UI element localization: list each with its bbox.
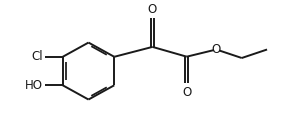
Text: O: O bbox=[212, 43, 221, 56]
Text: Cl: Cl bbox=[31, 50, 43, 63]
Text: O: O bbox=[148, 3, 157, 16]
Text: O: O bbox=[182, 86, 191, 99]
Text: HO: HO bbox=[25, 79, 43, 92]
